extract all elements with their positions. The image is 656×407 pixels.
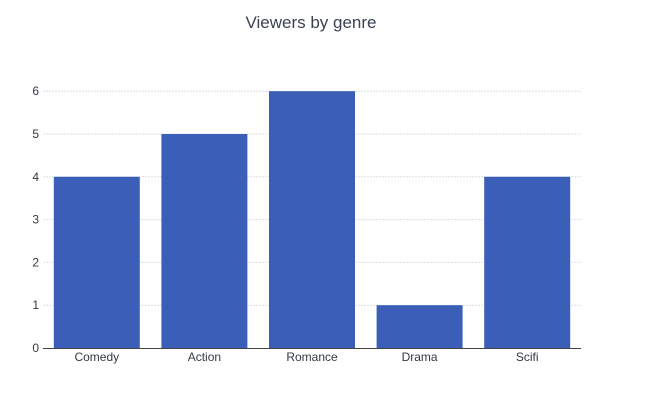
y-tick-label: 4 — [32, 170, 39, 184]
x-tick-label: Action — [188, 350, 221, 364]
y-tick-label: 6 — [32, 84, 39, 98]
bar-drama[interactable] — [376, 305, 463, 348]
chart-title: Viewers by genre — [245, 13, 376, 32]
bars — [53, 91, 571, 348]
x-axis-ticks: Comedy Action Romance Drama Scifi — [74, 350, 538, 364]
x-tick-label: Scifi — [516, 350, 539, 364]
y-tick-label: 0 — [32, 341, 39, 355]
y-tick-label: 5 — [32, 127, 39, 141]
y-tick-label: 2 — [32, 255, 39, 269]
x-tick-label: Romance — [286, 350, 338, 364]
y-tick-label: 1 — [32, 298, 39, 312]
bar-action[interactable] — [161, 134, 248, 348]
x-tick-label: Drama — [402, 350, 438, 364]
y-axis-ticks: 0 1 2 3 4 5 6 — [32, 84, 39, 355]
y-tick-label: 3 — [32, 213, 39, 227]
bar-scifi[interactable] — [484, 176, 571, 348]
bar-romance[interactable] — [269, 91, 355, 348]
bar-comedy[interactable] — [53, 176, 140, 348]
x-tick-label: Comedy — [74, 350, 119, 364]
